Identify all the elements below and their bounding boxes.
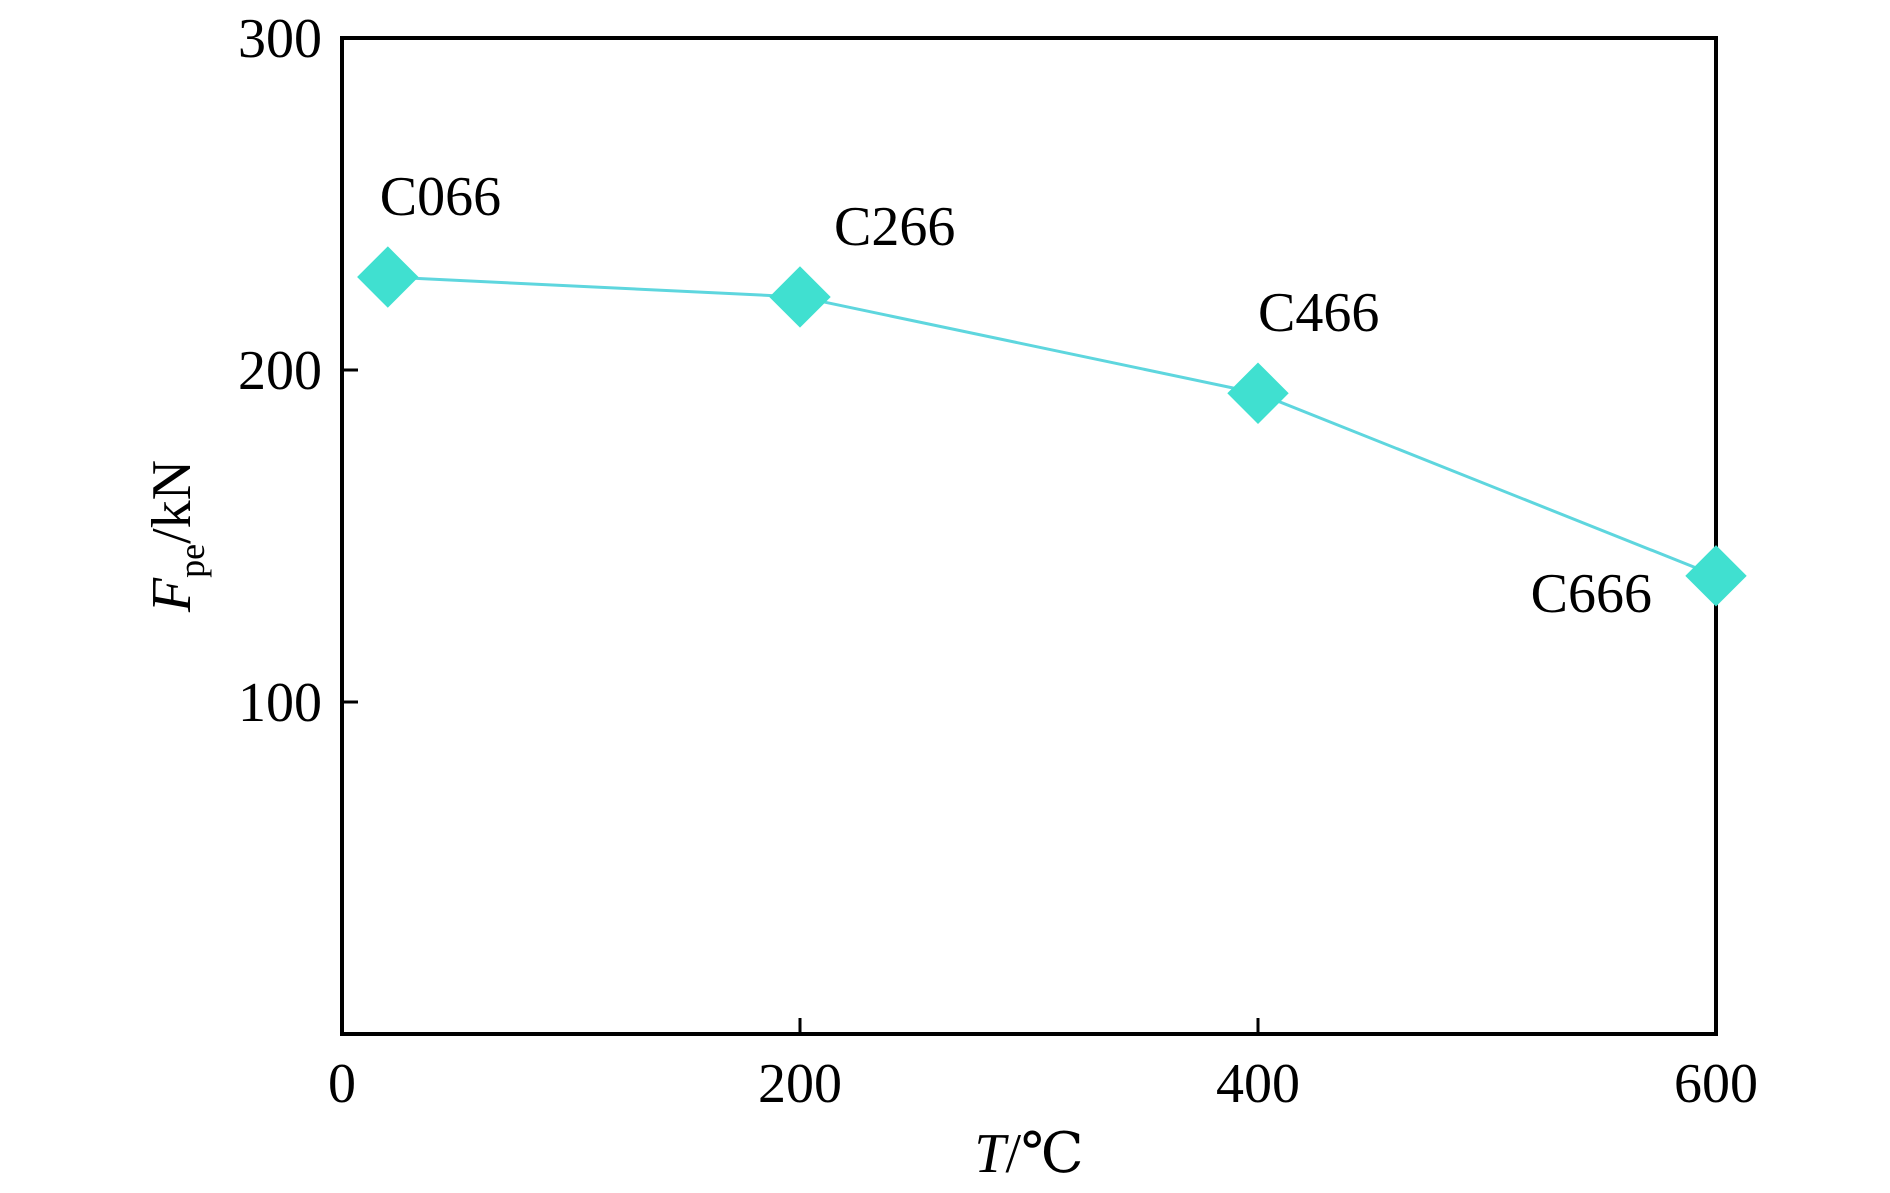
- data-point-label: C466: [1258, 282, 1379, 344]
- data-point-label: C266: [834, 196, 955, 258]
- x-axis-title: T/℃: [974, 1123, 1083, 1185]
- x-axis-ticks: [798, 1018, 1260, 1034]
- x-tick-label: 200: [758, 1053, 842, 1115]
- x-axis-unit: /℃: [1005, 1123, 1083, 1185]
- data-point-marker: [1685, 545, 1747, 607]
- y-axis-subscript: pe: [172, 544, 212, 578]
- data-point-marker: [769, 266, 831, 328]
- series-line: [387, 275, 1717, 578]
- data-point-marker: [1227, 362, 1289, 424]
- x-tick-label: 400: [1216, 1053, 1300, 1115]
- data-point-marker: [357, 246, 419, 308]
- data-point-label: C666: [1531, 563, 1652, 625]
- plot-frame: [340, 36, 1718, 1036]
- y-axis-tick-labels: 100 200 300: [238, 8, 322, 734]
- x-axis-symbol: T: [974, 1123, 1009, 1185]
- x-tick-label: 0: [328, 1053, 356, 1115]
- y-axis-symbol: F: [141, 577, 203, 613]
- x-tick-label: 600: [1674, 1053, 1758, 1115]
- y-tick-label: 100: [238, 672, 322, 734]
- data-point-label: C066: [380, 166, 501, 228]
- series: C066 C266 C466 C666: [357, 166, 1747, 625]
- x-axis-tick-labels: 0 200 400 600: [328, 1053, 1758, 1115]
- y-tick-label: 300: [238, 8, 322, 70]
- y-axis-ticks: [342, 368, 358, 704]
- y-axis-title: Fpe/kN: [141, 460, 212, 613]
- y-tick-label: 200: [238, 340, 322, 402]
- y-axis-unit: /kN: [141, 460, 203, 544]
